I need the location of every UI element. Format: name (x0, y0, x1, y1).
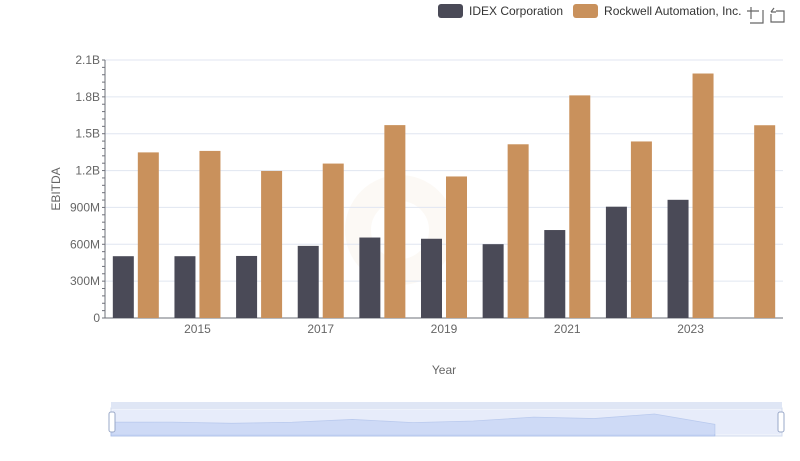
bar-idex-2023[interactable] (667, 199, 689, 318)
bar-idex-2021[interactable] (544, 230, 566, 318)
legend: IDEX Corporation Rockwell Automation, In… (438, 4, 751, 18)
bar-idex-2016[interactable] (236, 255, 258, 318)
x-tick-label: 2023 (677, 322, 704, 336)
slider-handle-left[interactable] (108, 411, 116, 433)
x-axis: 2015 2017 2019 2021 2023 (105, 317, 783, 336)
bar-idex-2017[interactable] (297, 245, 319, 318)
bar-idex-2015[interactable] (174, 256, 196, 318)
bar-rockwell-2021[interactable] (569, 95, 591, 318)
bar-idex-2018[interactable] (359, 237, 381, 318)
bar-idex-2022[interactable] (605, 206, 627, 318)
bar-rockwell-2014[interactable] (137, 152, 159, 318)
restore-icon[interactable] (768, 6, 786, 24)
toolbox (746, 6, 790, 24)
bar-rockwell-2023[interactable] (692, 73, 714, 318)
bar-rockwell-2022[interactable] (630, 141, 652, 318)
x-tick-label: 2021 (554, 322, 581, 336)
legend-swatch-rockwell (573, 4, 599, 18)
y-tick-label: 300M (70, 274, 100, 288)
legend-label-idex: IDEX Corporation (469, 4, 564, 18)
legend-item-idex[interactable]: IDEX Corporation (438, 4, 563, 18)
slider-handle-right[interactable] (777, 411, 785, 433)
bar-rockwell-2016[interactable] (261, 170, 283, 318)
bar-rockwell-2018[interactable] (384, 125, 406, 318)
bar-rockwell-2020[interactable] (507, 144, 529, 318)
bar-rockwell-2019[interactable] (446, 176, 467, 318)
slider-selected-range (113, 410, 780, 434)
y-tick-label: 1.2B (75, 164, 100, 178)
bar-idex-2020[interactable] (482, 244, 504, 318)
y-tick-label: 1.8B (75, 90, 100, 104)
y-axis-title: EBITDA (49, 167, 63, 210)
y-tick-label: 1.5B (75, 127, 100, 141)
bar-rockwell-2017[interactable] (322, 163, 344, 318)
data-zoom-slider[interactable] (108, 402, 785, 437)
slider-move-handle[interactable] (111, 402, 782, 408)
x-tick-label: 2015 (184, 322, 211, 336)
bars (112, 73, 776, 318)
legend-item-rockwell[interactable]: Rockwell Automation, Inc. (573, 4, 741, 18)
slider-preview-area (110, 413, 716, 437)
zoom-icon[interactable] (746, 6, 764, 24)
bar-rockwell-2024[interactable] (754, 125, 776, 318)
y-tick-label: 900M (70, 200, 100, 214)
x-tick-label: 2019 (431, 322, 458, 336)
legend-label-rockwell: Rockwell Automation, Inc. (604, 4, 742, 18)
bar-idex-2014[interactable] (112, 256, 134, 318)
y-tick-label: 0 (93, 311, 100, 325)
legend-swatch-idex (438, 4, 463, 18)
y-tick-label: 600M (70, 237, 100, 251)
bar-rockwell-2015[interactable] (199, 150, 221, 318)
x-tick-label: 2017 (307, 322, 334, 336)
x-axis-title: Year (432, 363, 456, 377)
bar-idex-2019[interactable] (421, 238, 442, 318)
y-tick-label: 2.1B (75, 53, 100, 67)
y-axis: 0 300M 600M 900M 1.2B 1.5B 1.8B 2.1B (70, 53, 106, 325)
